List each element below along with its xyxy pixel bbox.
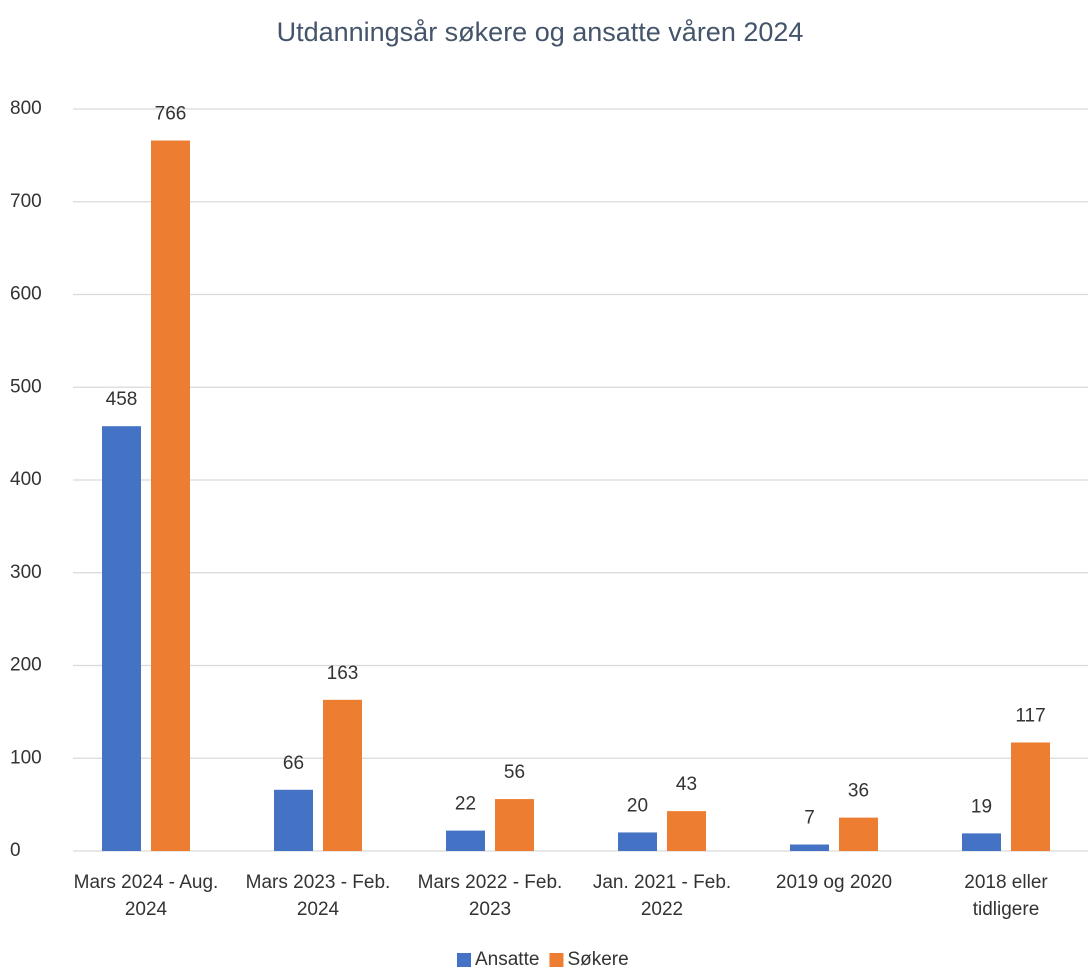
bar — [151, 140, 190, 851]
x-tick-line: 2024 — [297, 899, 340, 920]
x-tick-line: Mars 2022 - Feb. — [418, 872, 563, 893]
y-tick-label: 700 — [10, 191, 42, 212]
bar — [323, 699, 362, 851]
data-label: 56 — [504, 762, 525, 783]
y-tick-label: 100 — [10, 747, 42, 768]
legend-label: Ansatte — [475, 949, 539, 969]
y-tick-label: 400 — [10, 469, 42, 490]
x-tick-line: 2019 og 2020 — [776, 872, 892, 893]
bar — [102, 426, 141, 851]
chart-title: Utdanningsår søkere og ansatte våren 202… — [277, 17, 804, 47]
bar — [962, 833, 1001, 851]
x-tick-line: 2023 — [469, 899, 511, 920]
bar — [274, 789, 313, 851]
y-tick-label: 200 — [10, 655, 42, 676]
x-tick-line: tidligere — [973, 899, 1040, 920]
x-tick-label: 2018 eller tidligere — [964, 872, 1048, 920]
x-tick-label: 2019 og 2020 — [776, 872, 892, 893]
legend-swatch — [549, 953, 564, 967]
data-label: 163 — [327, 663, 359, 684]
legend-swatch — [457, 953, 471, 967]
data-label: 117 — [1015, 705, 1045, 726]
y-tick-label: 500 — [10, 376, 42, 397]
bar — [790, 844, 829, 851]
data-label: 66 — [283, 753, 304, 774]
y-tick-label: 0 — [10, 840, 21, 861]
x-tick-label: Mars 2024 - Aug. 2024 — [74, 872, 219, 920]
data-label: 22 — [455, 794, 476, 815]
data-label: 7 — [804, 808, 815, 829]
data-label: 19 — [971, 796, 992, 817]
x-tick-line: Mars 2024 - Aug. — [74, 872, 219, 893]
x-tick-line: 2022 — [641, 899, 683, 920]
x-tick-line: 2018 eller — [964, 872, 1048, 893]
data-label: 36 — [848, 781, 869, 802]
bar — [618, 832, 657, 851]
x-tick-label: Jan. 2021 - Feb. 2022 — [593, 872, 731, 920]
data-label: 20 — [627, 795, 648, 816]
data-label: 766 — [155, 104, 187, 125]
bar — [839, 817, 878, 851]
data-label: 458 — [106, 389, 138, 410]
y-tick-label: 600 — [10, 284, 42, 305]
x-tick-line: Mars 2023 - Feb. — [246, 872, 391, 893]
y-tick-label: 800 — [10, 98, 42, 119]
data-label: 43 — [676, 774, 697, 795]
x-tick-line: 2024 — [125, 899, 168, 920]
legend-label: Søkere — [567, 949, 628, 969]
x-tick-label: Mars 2023 - Feb. 2024 — [246, 872, 391, 920]
y-tick-label: 300 — [10, 562, 42, 583]
x-tick-label: Mars 2022 - Feb. 2023 — [418, 872, 563, 920]
bar — [446, 830, 485, 851]
x-tick-line: Jan. 2021 - Feb. — [593, 872, 731, 893]
bar — [667, 811, 706, 851]
bar — [495, 799, 534, 851]
bar — [1011, 742, 1050, 851]
